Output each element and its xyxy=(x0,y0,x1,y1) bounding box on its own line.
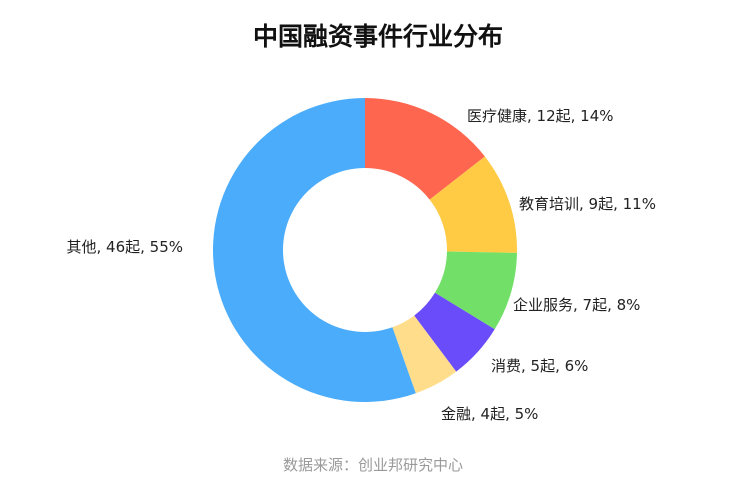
slice-label-1: 医疗健康, 12起, 14% xyxy=(467,107,614,125)
slice-label-2: 教育培训, 9起, 11% xyxy=(519,195,656,213)
source-note: 数据来源：创业邦研究中心 xyxy=(283,456,463,474)
slice-4 xyxy=(414,292,495,372)
slice-3 xyxy=(434,251,517,330)
slice-6 xyxy=(213,98,416,402)
slice-1 xyxy=(365,98,485,200)
slices xyxy=(213,98,517,402)
slice-5 xyxy=(392,315,457,394)
slice-labels: 医疗健康, 12起, 14% 教育培训, 9起, 11% 企业服务, 7起, 8% 消… xyxy=(67,107,656,423)
chart-title: 中国融资事件行业分布 xyxy=(253,22,503,51)
slice-label-6: 其他, 46起, 55% xyxy=(67,238,184,256)
slice-2 xyxy=(429,156,517,253)
slice-label-3: 企业服务, 7起, 8% xyxy=(513,296,640,314)
slice-label-4: 消费, 5起, 6% xyxy=(491,357,588,375)
slice-label-5: 金融, 4起, 5% xyxy=(441,405,538,423)
